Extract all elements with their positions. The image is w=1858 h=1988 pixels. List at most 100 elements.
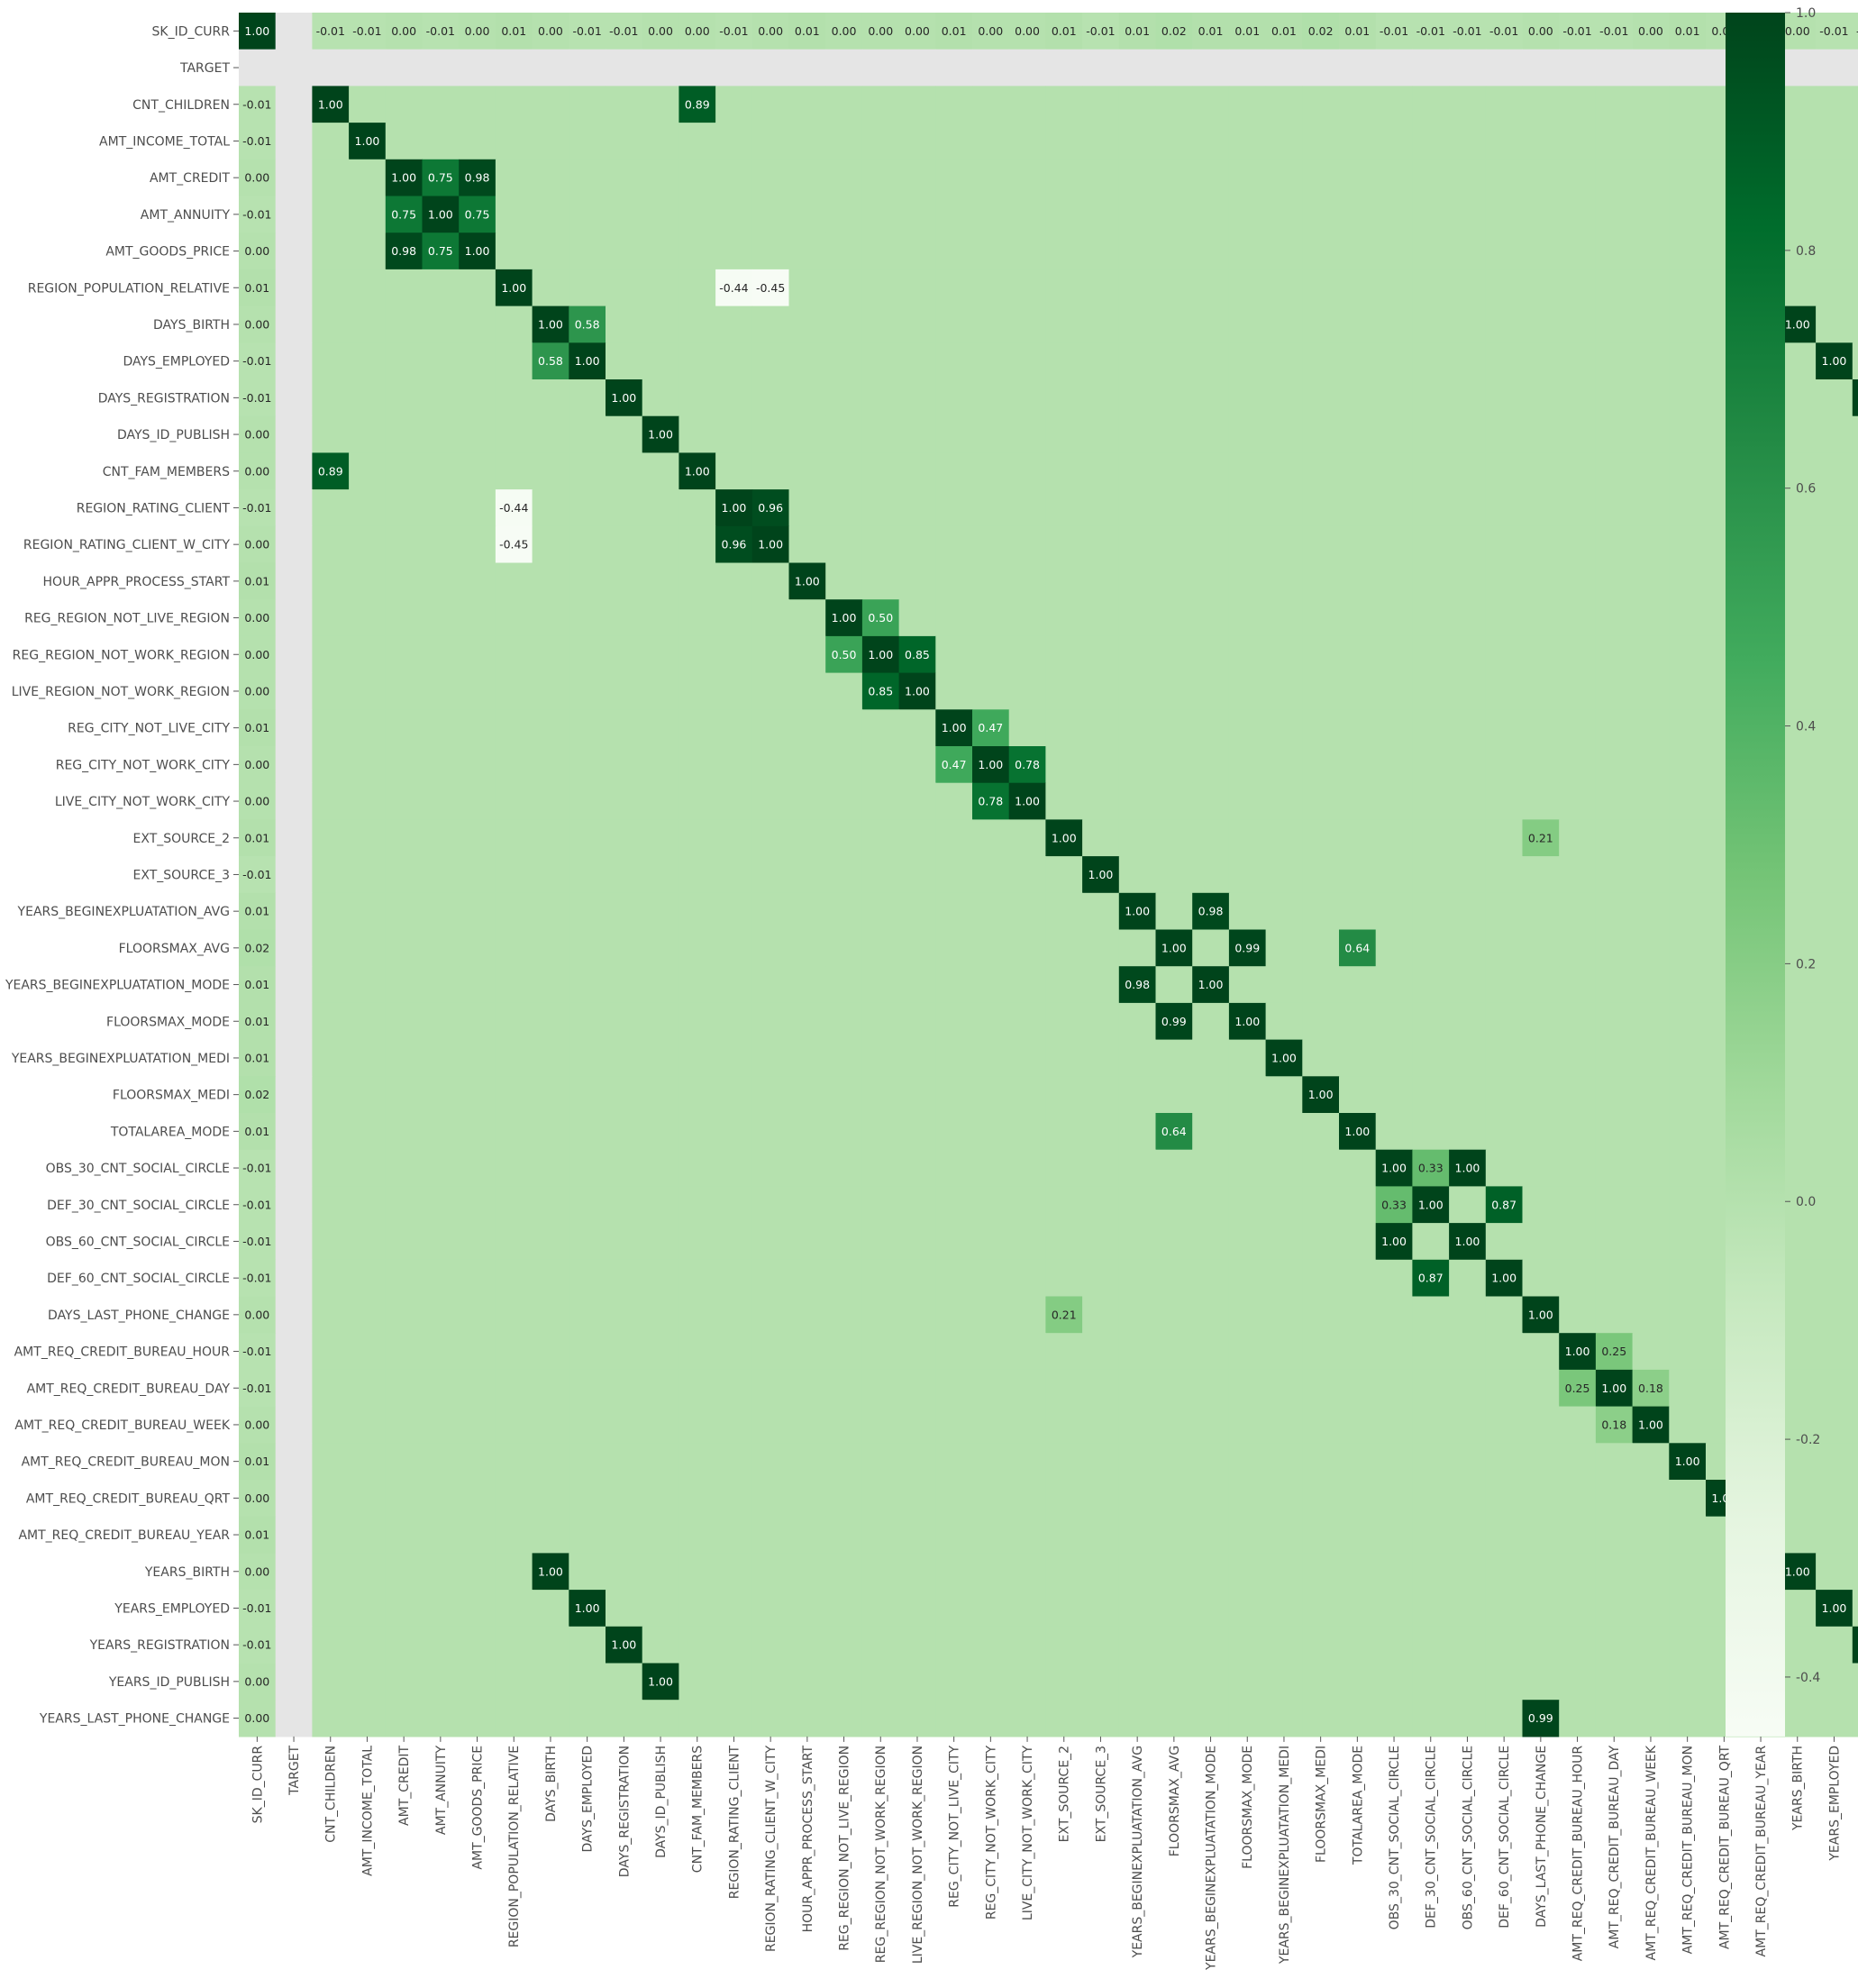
- heatmap-cell: [1082, 305, 1120, 343]
- heatmap-cell: [1192, 1406, 1230, 1444]
- y-tick-label: AMT_ANNUITY: [141, 208, 231, 223]
- heatmap-cell: [606, 269, 643, 307]
- heatmap-cell: [606, 1113, 643, 1151]
- cell-value-label: 0.00: [832, 24, 857, 38]
- heatmap-cell: [422, 672, 460, 710]
- heatmap-cell: [751, 1113, 790, 1151]
- heatmap-cell: [1339, 489, 1377, 527]
- heatmap-cell: [312, 159, 350, 197]
- heatmap-cell: [606, 1443, 643, 1481]
- heatmap-cell: [532, 1553, 569, 1591]
- heatmap-cell: [569, 379, 606, 417]
- heatmap-cell: [1779, 379, 1817, 417]
- heatmap-cell: [1412, 1296, 1450, 1334]
- heatmap-cell: [1192, 892, 1230, 931]
- heatmap-cell: [239, 13, 277, 50]
- heatmap-cell: [1082, 672, 1120, 710]
- cell-value-label: 1.00: [1675, 1455, 1700, 1468]
- heatmap-cell: [239, 415, 277, 453]
- cell-value-label: 1.00: [501, 281, 526, 295]
- heatmap-cell: [1779, 1259, 1817, 1298]
- heatmap-cell: [788, 1296, 826, 1334]
- heatmap-cell: [1265, 1590, 1303, 1628]
- heatmap-cell: [1595, 525, 1634, 564]
- heatmap-cell: [1485, 1700, 1524, 1737]
- heatmap-cell: [1082, 379, 1120, 417]
- cell-value-label: 0.01: [1234, 24, 1260, 38]
- heatmap-cell: [1155, 1039, 1193, 1077]
- y-tick-label: AMT_REQ_CREDIT_BUREAU_QRT: [26, 1491, 231, 1506]
- heatmap-cell: [825, 1553, 863, 1591]
- heatmap-cell: [569, 269, 606, 307]
- heatmap-cell: [1559, 892, 1597, 931]
- heatmap-cell: [385, 415, 424, 453]
- heatmap-cell: [1375, 1443, 1413, 1481]
- heatmap-cell: [715, 892, 753, 931]
- heatmap-cell: [679, 635, 716, 674]
- heatmap-cell: [825, 123, 863, 160]
- heatmap-cell: [532, 892, 569, 931]
- heatmap-cell: [1118, 635, 1157, 674]
- heatmap-cell: [1449, 1516, 1487, 1554]
- heatmap-cell: [1082, 1700, 1120, 1737]
- heatmap-cell: [972, 1480, 1010, 1518]
- heatmap-cell: [679, 305, 716, 343]
- heatmap-cell: [1632, 635, 1670, 674]
- heatmap-cell: [1522, 49, 1560, 87]
- heatmap-cell: [385, 892, 424, 931]
- heatmap-cell: [861, 1259, 900, 1298]
- x-tick-label: REG_REGION_NOT_LIVE_REGION: [838, 1746, 852, 1951]
- cell-value-label: 0.01: [942, 24, 967, 38]
- heatmap-cell: [898, 1626, 936, 1664]
- cell-value-label: 1.00: [1161, 941, 1187, 954]
- heatmap-cell: [1118, 1369, 1157, 1408]
- heatmap-cell: [1265, 305, 1303, 343]
- heatmap-cell: [1008, 452, 1046, 490]
- heatmap-cell: [1449, 672, 1487, 710]
- heatmap-cell: [788, 1002, 826, 1041]
- heatmap-cell: [1412, 1700, 1450, 1737]
- heatmap-cell: [1485, 635, 1524, 674]
- heatmap-cell: [898, 966, 936, 1004]
- heatmap-cell: [898, 1223, 936, 1261]
- heatmap-cell: [385, 1039, 424, 1077]
- x-tick-label: AMT_ANNUITY: [434, 1745, 449, 1835]
- heatmap-cell: [972, 672, 1010, 710]
- heatmap-cell: [606, 1149, 643, 1187]
- heatmap-cell: [1118, 966, 1157, 1004]
- heatmap-cell: [1228, 782, 1267, 820]
- heatmap-cell: [532, 1700, 569, 1737]
- heatmap-cell: [1339, 379, 1377, 417]
- heatmap-cell: [1449, 13, 1487, 50]
- heatmap-cell: [898, 1663, 936, 1701]
- colorbar-tick-label: 1.0: [1796, 6, 1816, 21]
- heatmap-cell: [312, 379, 350, 417]
- heatmap-cell: [1265, 1480, 1303, 1518]
- heatmap-cell: [1082, 966, 1120, 1004]
- heatmap-cell: [312, 856, 350, 894]
- heatmap-cell: [532, 1626, 569, 1664]
- y-tick-label: YEARS_BEGINEXPLUATATION_MODE: [5, 979, 230, 993]
- heatmap-cell: [788, 819, 826, 857]
- x-tick-label: CNT_FAM_MEMBERS: [691, 1746, 706, 1873]
- heatmap-cell: [1412, 269, 1450, 307]
- heatmap-cell: [1118, 1076, 1157, 1114]
- heatmap-cell: [1375, 1663, 1413, 1701]
- heatmap-cell: [532, 929, 569, 967]
- heatmap-cell: [715, 1149, 753, 1187]
- heatmap-cell: [1008, 1553, 1046, 1591]
- heatmap-cell: [1595, 966, 1634, 1004]
- heatmap-cell: [1192, 1553, 1230, 1591]
- heatmap-cell: [679, 966, 716, 1004]
- heatmap-cell: [1192, 1480, 1230, 1518]
- heatmap-cell: [788, 379, 826, 417]
- heatmap-cell: [1412, 1369, 1450, 1408]
- heatmap-cell: [1485, 599, 1524, 637]
- heatmap-cell: [1339, 1296, 1377, 1334]
- heatmap-cell: [715, 1259, 753, 1298]
- heatmap-cell: [1485, 672, 1524, 710]
- heatmap-cell: [239, 233, 277, 270]
- heatmap-cell: [1228, 1443, 1267, 1481]
- heatmap-cell: [935, 1369, 973, 1408]
- heatmap-cell: [459, 1333, 496, 1371]
